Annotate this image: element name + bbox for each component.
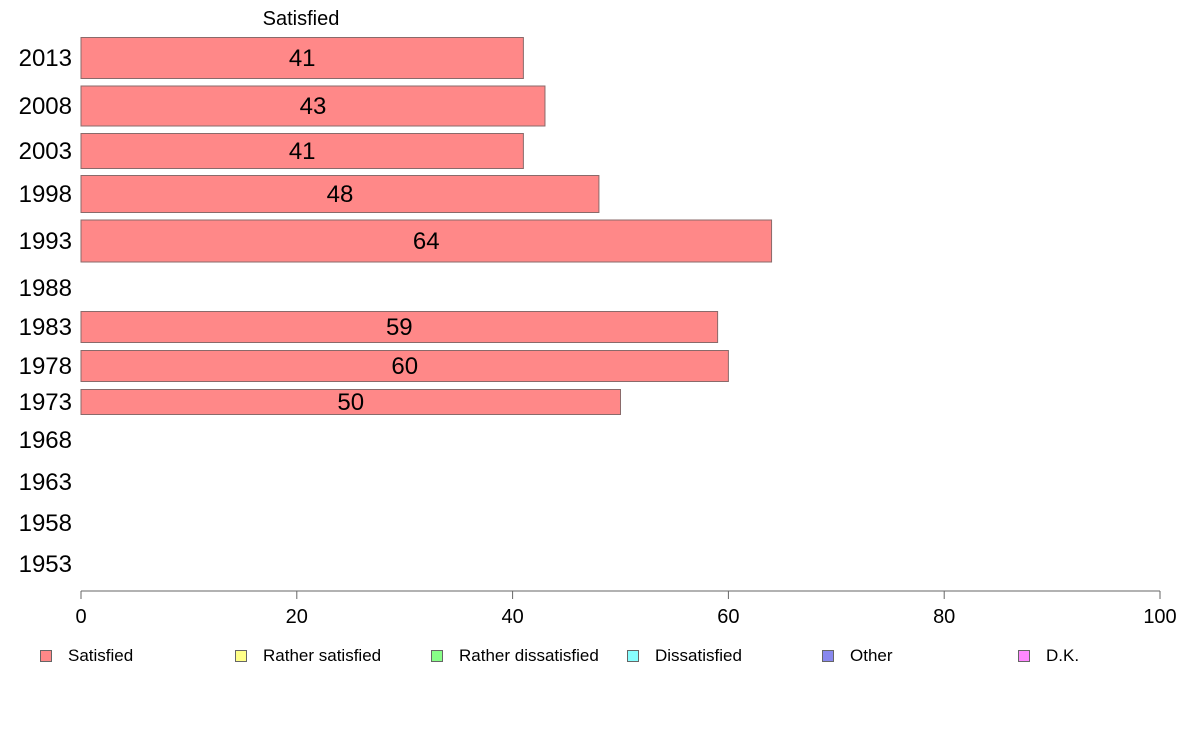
bar-1993-satisfied xyxy=(80,219,773,263)
x-tick-label-80: 80 xyxy=(933,606,955,628)
bar-1973-satisfied xyxy=(80,389,621,415)
bar-1978-satisfied xyxy=(80,350,729,382)
data-label-1978: 60 xyxy=(391,353,418,380)
y-tick-label-1993: 1993 xyxy=(19,228,72,255)
y-tick-label-1983: 1983 xyxy=(19,314,72,341)
y-tick-label-1973: 1973 xyxy=(19,389,72,416)
data-label-2008: 43 xyxy=(300,93,327,120)
legend: Satisfied Rather satisfied Rather dissatis… xyxy=(0,640,1188,670)
data-label-1973: 50 xyxy=(337,389,364,416)
y-tick-label-2003: 2003 xyxy=(19,138,72,165)
data-label-1998: 48 xyxy=(327,181,354,208)
legend-item: Rather dissatisfied xyxy=(431,646,599,666)
legend-item: Satisfied xyxy=(40,646,133,666)
data-label-2003: 41 xyxy=(289,138,316,165)
data-label-1993: 64 xyxy=(413,228,440,255)
x-tick-label-20: 20 xyxy=(286,606,308,628)
y-tick-label-1953: 1953 xyxy=(19,551,72,578)
y-tick-label-1998: 1998 xyxy=(19,181,72,208)
legend-swatch xyxy=(431,650,443,662)
y-tick-label-1978: 1978 xyxy=(19,353,72,380)
y-tick-label-2008: 2008 xyxy=(19,93,72,120)
bar-1998-satisfied xyxy=(80,175,600,213)
legend-item: Dissatisfied xyxy=(627,646,742,666)
data-label-1983: 59 xyxy=(386,314,413,341)
bars-layer: 41 43 41 48 64 59 60 50 xyxy=(80,37,773,416)
legend-label: Other xyxy=(850,646,893,665)
legend-label: Satisfied xyxy=(68,646,134,665)
y-tick-label-1963: 1963 xyxy=(19,469,72,496)
legend-item: D.K. xyxy=(1018,646,1079,666)
bar-2008-satisfied xyxy=(80,85,546,127)
legend-swatch xyxy=(40,650,52,662)
legend-label: Dissatisfied xyxy=(655,646,742,665)
data-label-2013: 41 xyxy=(289,45,316,72)
legend-label: Rather dissatisfied xyxy=(459,646,599,665)
legend-swatch xyxy=(235,650,247,662)
bar-2013-satisfied xyxy=(80,37,524,79)
legend-label: D.K. xyxy=(1046,646,1080,665)
x-axis: 0 20 40 60 80 100 xyxy=(75,590,1177,628)
x-tick-label-0: 0 xyxy=(75,606,86,628)
x-tick-label-40: 40 xyxy=(501,606,523,628)
legend-item: Other xyxy=(822,646,893,666)
y-tick-label-1968: 1968 xyxy=(19,427,72,454)
legend-item: Rather satisfied xyxy=(235,646,381,666)
y-tick-label-1958: 1958 xyxy=(19,510,72,537)
x-tick-label-100: 100 xyxy=(1143,606,1176,628)
legend-swatch xyxy=(627,650,639,662)
y-tick-label-2013: 2013 xyxy=(19,45,72,72)
x-tick-label-60: 60 xyxy=(717,606,739,628)
bar-2003-satisfied xyxy=(80,133,524,169)
legend-label: Rather satisfied xyxy=(263,646,382,665)
y-axis-labels: 2013 2008 2003 1998 1993 1988 1983 1978 1973 1968… xyxy=(19,45,72,578)
chart-title: Satisfied xyxy=(263,8,340,30)
legend-swatch xyxy=(822,650,834,662)
bar-1983-satisfied xyxy=(80,311,719,343)
y-tick-label-1988: 1988 xyxy=(19,275,72,302)
legend-swatch xyxy=(1018,650,1030,662)
